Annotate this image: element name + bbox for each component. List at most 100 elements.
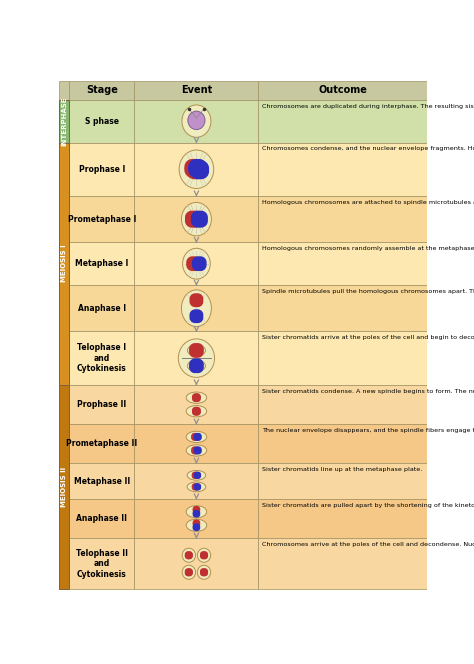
Text: Chromosomes arrive at the poles of the cell and decondense. Nuclear envelopes su: Chromosomes arrive at the poles of the c… [262,542,474,547]
FancyBboxPatch shape [258,424,427,463]
Ellipse shape [182,248,210,279]
Ellipse shape [187,482,206,492]
Text: Metaphase I: Metaphase I [75,259,128,268]
FancyBboxPatch shape [258,242,427,285]
Ellipse shape [182,203,211,236]
FancyBboxPatch shape [258,196,427,242]
FancyBboxPatch shape [69,424,135,463]
Text: Chromosomes are duplicated during interphase. The resulting sister chromatids ar: Chromosomes are duplicated during interp… [262,104,474,109]
FancyBboxPatch shape [135,385,258,424]
Ellipse shape [197,565,210,579]
FancyBboxPatch shape [59,143,69,385]
Ellipse shape [182,548,195,562]
FancyBboxPatch shape [59,242,69,285]
Text: Chromosomes condense, and the nuclear envelope fragments. Homologous chromosomes: Chromosomes condense, and the nuclear en… [262,146,474,151]
Text: Sister chromatids line up at the metaphase plate.: Sister chromatids line up at the metapha… [262,467,422,472]
FancyBboxPatch shape [69,100,135,143]
Ellipse shape [187,345,206,356]
Ellipse shape [182,565,195,579]
Ellipse shape [178,339,215,377]
Text: Prophase II: Prophase II [77,400,127,409]
Ellipse shape [197,548,210,562]
FancyBboxPatch shape [69,143,135,196]
Ellipse shape [186,392,207,403]
Text: Outcome: Outcome [318,86,367,96]
FancyBboxPatch shape [59,196,69,242]
FancyBboxPatch shape [135,538,258,590]
Ellipse shape [187,470,206,480]
Text: INTERPHASE: INTERPHASE [61,96,67,146]
Text: The nuclear envelope disappears, and the spindle fibers engage the individual ki: The nuclear envelope disappears, and the… [262,428,474,433]
FancyBboxPatch shape [69,242,135,285]
FancyBboxPatch shape [258,331,427,385]
Ellipse shape [186,519,207,531]
FancyBboxPatch shape [258,463,427,499]
FancyBboxPatch shape [59,385,69,424]
Ellipse shape [182,290,211,327]
Ellipse shape [186,445,207,456]
FancyBboxPatch shape [135,81,258,100]
Text: MEIOSIS I: MEIOSIS I [61,245,67,282]
Text: Sister chromatids condense. A new spindle begins to form. The nuclear envelope s: Sister chromatids condense. A new spindl… [262,388,474,394]
Text: Homologous chromosomes are attached to spindle microtubules at the fused kinetoc: Homologous chromosomes are attached to s… [262,200,474,205]
FancyBboxPatch shape [69,81,135,100]
FancyBboxPatch shape [135,331,258,385]
FancyBboxPatch shape [59,100,69,143]
Text: Homologous chromosomes randomly assemble at the metaphase plate, where they have: Homologous chromosomes randomly assemble… [262,246,474,251]
Text: Spindle microtubules pull the homologous chromosomes apart. The sister chromatid: Spindle microtubules pull the homologous… [262,289,474,294]
FancyBboxPatch shape [135,499,258,538]
FancyBboxPatch shape [135,463,258,499]
Text: Prophase I: Prophase I [79,165,125,174]
FancyBboxPatch shape [258,538,427,590]
Ellipse shape [186,406,207,417]
Text: Event: Event [181,86,212,96]
FancyBboxPatch shape [258,499,427,538]
Text: Prometaphase II: Prometaphase II [66,439,137,448]
Text: Anaphase II: Anaphase II [76,514,128,523]
FancyBboxPatch shape [258,81,427,100]
FancyBboxPatch shape [69,499,135,538]
FancyBboxPatch shape [258,100,427,143]
Text: Sister chromatids arrive at the poles of the cell and begin to decondense. A nuc: Sister chromatids arrive at the poles of… [262,335,474,340]
FancyBboxPatch shape [135,424,258,463]
FancyBboxPatch shape [69,285,135,331]
Text: Telophase II
and
Cytokinesis: Telophase II and Cytokinesis [76,549,128,578]
Text: Sister chromatids are pulled apart by the shortening of the kinetochore microtub: Sister chromatids are pulled apart by th… [262,503,474,508]
FancyBboxPatch shape [59,285,69,331]
FancyBboxPatch shape [59,463,69,499]
FancyBboxPatch shape [135,196,258,242]
Ellipse shape [188,111,205,129]
FancyBboxPatch shape [135,143,258,196]
Text: Stage: Stage [86,86,118,96]
Ellipse shape [187,360,206,372]
FancyBboxPatch shape [69,463,135,499]
FancyBboxPatch shape [258,285,427,331]
FancyBboxPatch shape [258,385,427,424]
FancyBboxPatch shape [69,196,135,242]
FancyBboxPatch shape [59,424,69,463]
Text: Telophase I
and
Cytokinesis: Telophase I and Cytokinesis [77,343,127,373]
Text: MEIOSIS II: MEIOSIS II [61,467,67,507]
FancyBboxPatch shape [69,331,135,385]
FancyBboxPatch shape [69,538,135,590]
FancyBboxPatch shape [69,385,135,424]
FancyBboxPatch shape [135,100,258,143]
FancyBboxPatch shape [59,81,69,100]
FancyBboxPatch shape [258,143,427,196]
FancyBboxPatch shape [135,242,258,285]
FancyBboxPatch shape [59,385,69,590]
FancyBboxPatch shape [59,143,69,196]
Text: Metaphase II: Metaphase II [74,477,130,485]
Text: Prometaphase I: Prometaphase I [68,214,136,224]
Ellipse shape [182,105,211,137]
Text: S phase: S phase [85,117,119,125]
FancyBboxPatch shape [135,285,258,331]
FancyBboxPatch shape [59,100,69,143]
Ellipse shape [186,431,207,442]
FancyBboxPatch shape [59,538,69,590]
Ellipse shape [186,506,207,518]
Ellipse shape [179,150,214,189]
FancyBboxPatch shape [59,331,69,385]
FancyBboxPatch shape [59,499,69,538]
Text: Anaphase I: Anaphase I [78,303,126,313]
